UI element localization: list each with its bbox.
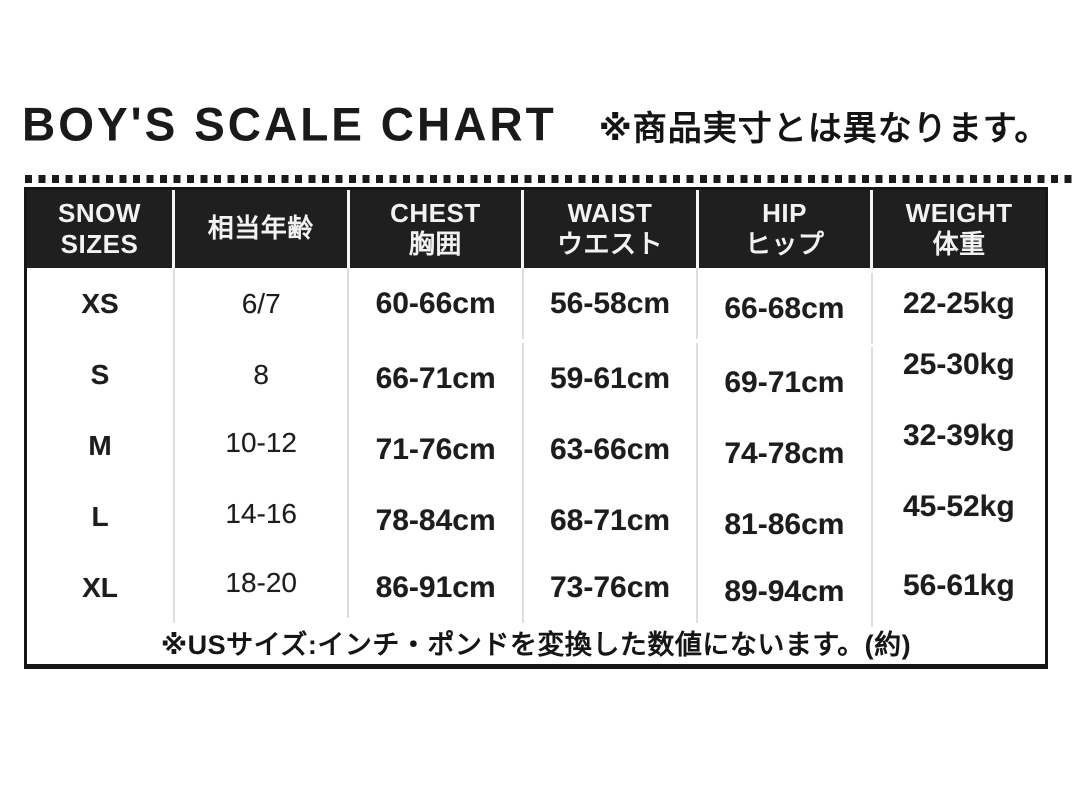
header-cell-age: 相当年齢 [175, 190, 350, 268]
cell-size: XS [27, 268, 175, 339]
table-header-row: SNOW SIZES 相当年齢 CHEST 胸囲 WAIST ウエスト HIP … [27, 190, 1045, 268]
cell-waist: 56-58cm [524, 268, 699, 339]
cell-weight: 45-52kg [902, 489, 1015, 523]
cell-size: S [27, 339, 175, 410]
cell-weight: 25-30kg [902, 347, 1015, 381]
header-line: SNOW [58, 197, 141, 228]
header-cell-weight: WEIGHT 体重 [873, 190, 1045, 268]
page-title: BOY'S SCALE CHART [22, 97, 557, 151]
header-line: ヒップ [744, 229, 825, 259]
header-line: HIP [762, 197, 807, 228]
table-row-m: M 10-12 71-76cm 63-66cm 74-78cm 32-39kg [27, 407, 1045, 489]
cell-chest: 66-71cm [349, 343, 524, 414]
header-cell-snow-sizes: SNOW SIZES [27, 190, 175, 268]
header-line: 体重 [932, 229, 986, 259]
cell-size: M [27, 410, 175, 481]
header-line: CHEST [390, 197, 481, 228]
cell-age: 10-12 [175, 407, 350, 478]
table-row-s: S 8 66-71cm 59-61cm 69-71cm 25-30kg [27, 339, 1045, 418]
cell-hip: 81-86cm [698, 489, 873, 560]
header-line: ウエスト [556, 229, 663, 259]
cell-weight: 22-25kg [902, 286, 1015, 320]
cell-age: 18-20 [175, 547, 350, 618]
header-line: WEIGHT [905, 197, 1013, 228]
cell-hip: 74-78cm [698, 418, 873, 489]
header-line: WAIST [567, 197, 653, 228]
cell-chest: 71-76cm [349, 414, 524, 485]
cell-size: L [27, 481, 175, 552]
header-line: SIZES [60, 229, 139, 259]
cell-hip: 89-94cm [698, 556, 873, 627]
cell-weight: 56-61kg [902, 568, 1015, 602]
size-chart-table: SNOW SIZES 相当年齢 CHEST 胸囲 WAIST ウエスト HIP … [24, 187, 1048, 669]
dotted-divider [25, 175, 1074, 183]
cell-age: 6/7 [175, 268, 350, 339]
cell-waist: 63-66cm [524, 414, 699, 485]
title-row: BOY'S SCALE CHART ※商品実寸とは異なります。 [22, 97, 1062, 151]
table-row-xl: XL 18-20 86-91cm 73-76cm 89-94cm 56-61kg [27, 547, 1045, 627]
cell-hip: 66-68cm [698, 273, 873, 344]
header-line: 胸囲 [408, 229, 462, 259]
cell-chest: 78-84cm [349, 485, 524, 556]
cell-weight: 32-39kg [902, 418, 1015, 452]
table-row-l: L 14-16 78-84cm 68-71cm 81-86cm 45-52kg [27, 478, 1045, 560]
table-footnote: ※USサイズ:インチ・ポンドを変換した数値にないます。(約) [160, 629, 912, 660]
cell-age: 14-16 [175, 478, 350, 549]
cell-waist: 73-76cm [524, 552, 699, 623]
cell-chest: 86-91cm [349, 552, 524, 623]
cell-age: 8 [175, 339, 350, 410]
cell-waist: 59-61cm [524, 343, 699, 414]
title-disclaimer-note: ※商品実寸とは異なります。 [598, 110, 1050, 148]
cell-size: XL [27, 552, 175, 623]
cell-waist: 68-71cm [524, 485, 699, 556]
table-row-xs: XS 6/7 60-66cm 56-58cm 66-68cm 22-25kg [27, 268, 1045, 344]
header-cell-hip: HIP ヒップ [699, 190, 874, 268]
header-cell-waist: WAIST ウエスト [524, 190, 699, 268]
cell-chest: 60-66cm [349, 268, 524, 339]
header-cell-chest: CHEST 胸囲 [350, 190, 525, 268]
cell-hip: 69-71cm [698, 347, 873, 418]
header-line: 相当年齢 [207, 213, 314, 244]
